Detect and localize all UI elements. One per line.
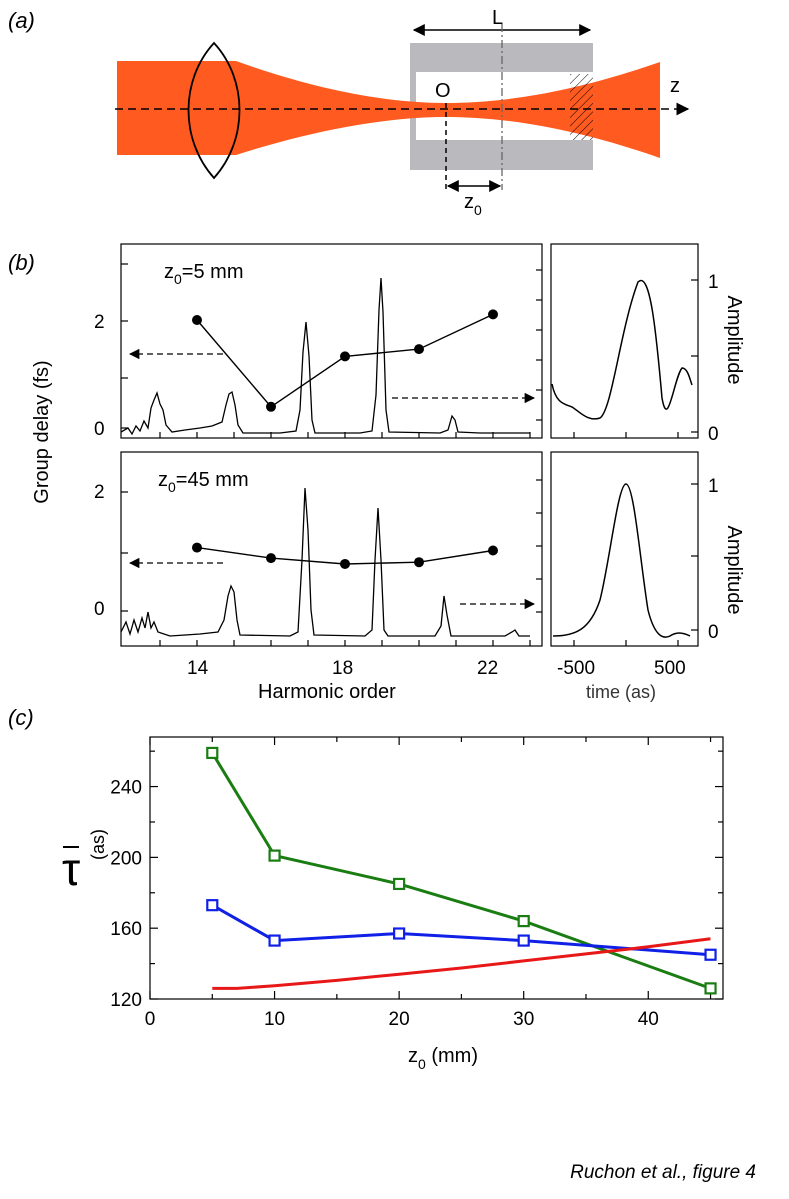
panel-b-label: (b) — [8, 250, 35, 275]
z0-label: z0 — [464, 191, 482, 218]
pulse-ticks — [573, 279, 698, 646]
pulse-frame-bottom — [550, 451, 699, 647]
green-series-line — [211, 752, 712, 990]
y-tick-label: 240 — [110, 778, 142, 799]
attosecond-pulse-top — [551, 279, 693, 420]
x-tick-label: 30 — [513, 1009, 534, 1030]
gd-tick-top-2: 2 — [94, 312, 105, 333]
gd-tick-bottom-0: 0 — [94, 599, 105, 620]
spectrum-frame-top — [120, 243, 543, 439]
gd-tick-top-0: 0 — [94, 419, 105, 440]
spectrum-bottom-ticks — [121, 479, 542, 646]
group-delay-point — [414, 557, 424, 568]
y-tick-label: 200 — [110, 848, 142, 869]
time-axis-label: time (as) — [586, 682, 656, 702]
y-tick-label: 120 — [110, 990, 142, 1011]
harmonic-spectrum-bottom — [120, 487, 530, 637]
time-tick-neg500: -500 — [557, 658, 595, 679]
group-delay-point — [192, 315, 202, 325]
group-delay-axis-label: Group delay (fs) — [31, 360, 53, 503]
blue-series-marker — [704, 948, 717, 961]
length-label: L — [492, 7, 503, 29]
figure-caption: Ruchon et al., figure 4 — [570, 1162, 756, 1183]
tau-plot-tick-labels: 0 10 20 30 40 120 160 200 240 — [110, 778, 659, 1030]
cell-exit-hatch — [570, 74, 593, 140]
green-series-marker — [206, 746, 219, 760]
spectrum-frame-bottom — [120, 451, 543, 647]
blue-series-marker — [393, 927, 406, 940]
harmonic-spectrum-top — [120, 277, 530, 436]
green-series-marker — [517, 915, 530, 928]
amp-tick-top-0: 0 — [708, 424, 719, 445]
z0-annotation-bottom: z0=45 mm — [158, 469, 249, 495]
pulse-frame-top — [550, 243, 699, 439]
spectrum-top-ticks — [121, 263, 542, 438]
panel-c-label: (c) — [8, 705, 34, 730]
z0-annotation-top: z0=5 mm — [164, 261, 243, 287]
origin-label: O — [435, 80, 451, 102]
amp-tick-top-1: 1 — [708, 272, 719, 293]
blue-series-marker — [517, 934, 530, 947]
panel-a-label: (a) — [8, 8, 35, 33]
group-delay-point — [266, 401, 276, 412]
tau-axis-symbol: τ — [62, 843, 80, 895]
amp-tick-bottom-1: 1 — [708, 476, 719, 497]
panel-b: (b) — [8, 243, 745, 703]
harmonic-tick-22: 22 — [477, 658, 498, 679]
harmonic-axis-label: Harmonic order — [258, 681, 396, 703]
panel-c: (c) 0 10 20 30 40 120 160 200 240 τ (as) z0 (mm) — [8, 705, 724, 1072]
x-tick-label: 20 — [389, 1009, 410, 1030]
harmonic-tick-14: 14 — [187, 658, 209, 679]
gd-tick-bottom-2: 2 — [94, 482, 105, 503]
group-delay-series-bottom — [192, 542, 498, 569]
green-series-marker — [268, 849, 281, 862]
z-axis-label: z — [670, 75, 680, 97]
group-delay-point — [488, 545, 498, 556]
tau-plot-ticks — [149, 737, 723, 1000]
tau-axis-unit: (as) — [88, 829, 108, 860]
group-delay-point — [340, 558, 350, 569]
x-tick-label: 0 — [145, 1009, 156, 1030]
time-tick-500: 500 — [654, 658, 686, 679]
green-series-marker — [393, 877, 406, 891]
x-tick-label: 40 — [638, 1009, 659, 1030]
amplitude-axis-label-top: Amplitude — [723, 296, 745, 385]
group-delay-point — [266, 553, 276, 564]
group-delay-point — [192, 542, 202, 553]
z0-axis-label: z0 (mm) — [408, 1045, 478, 1072]
tau-plot-series — [206, 746, 717, 995]
harmonic-tick-18: 18 — [332, 658, 353, 679]
tau-plot-frame — [149, 736, 724, 1000]
x-tick-label: 10 — [264, 1009, 285, 1030]
group-delay-point — [488, 309, 498, 320]
blue-series-marker — [206, 899, 219, 912]
panel-a: (a) z L O z0 — [8, 7, 690, 218]
amp-tick-bottom-0: 0 — [708, 622, 719, 643]
y-tick-label: 160 — [110, 919, 142, 940]
group-delay-series-top — [192, 309, 498, 412]
green-series-marker — [704, 982, 717, 995]
group-delay-point — [340, 351, 350, 362]
blue-series-marker — [268, 934, 281, 947]
group-delay-point — [414, 344, 424, 355]
amplitude-axis-label-bottom: Amplitude — [723, 526, 745, 615]
focusing-lens — [187, 41, 241, 180]
attosecond-pulse-bottom — [552, 483, 691, 638]
red-series-line — [212, 937, 711, 990]
